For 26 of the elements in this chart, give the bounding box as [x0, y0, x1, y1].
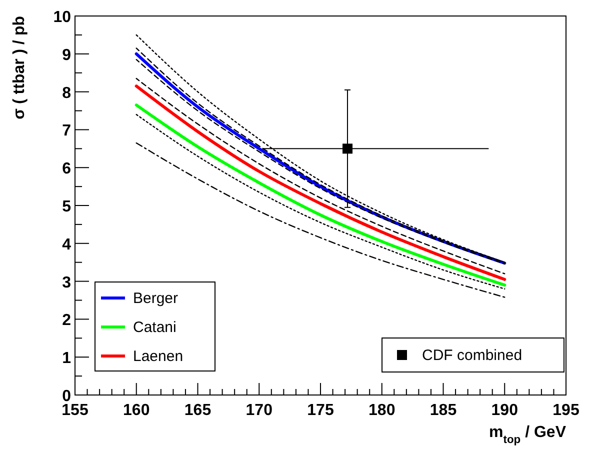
y-tick-label: 4 [62, 236, 72, 254]
y-tick-label: 9 [62, 46, 72, 64]
x-tick-label: 185 [430, 402, 457, 419]
y-tick-label: 7 [62, 122, 72, 140]
x-tick-label: 175 [307, 402, 334, 419]
x-tick-label: 165 [184, 402, 212, 419]
y-tick-label: 6 [62, 160, 72, 178]
y-tick-label: 8 [62, 84, 72, 102]
y-axis-title: σ ( ttbar ) / pb [11, 16, 28, 120]
x-tick-label: 195 [552, 402, 580, 419]
y-tick-label: 2 [62, 312, 72, 330]
x-tick-label: 160 [123, 402, 150, 419]
x-tick-label: 190 [491, 402, 518, 419]
legend-label: Berger [133, 290, 178, 307]
y-tick-label: 1 [62, 350, 72, 368]
x-tick-label: 180 [368, 402, 396, 419]
y-tick-label: 3 [62, 274, 72, 292]
legend-label: Catani [133, 319, 176, 336]
x-axis-title: m$_{top}$ / GeV [489, 424, 566, 446]
legend-label: CDF combined [422, 347, 522, 364]
y-tick-label: 0 [62, 388, 72, 405]
x-tick-label: 155 [62, 402, 88, 419]
x-tick-label: 170 [246, 402, 273, 419]
y-tick-label: 10 [53, 9, 72, 26]
legend-label: Laenen [133, 348, 184, 365]
y-tick-label: 5 [62, 198, 72, 216]
